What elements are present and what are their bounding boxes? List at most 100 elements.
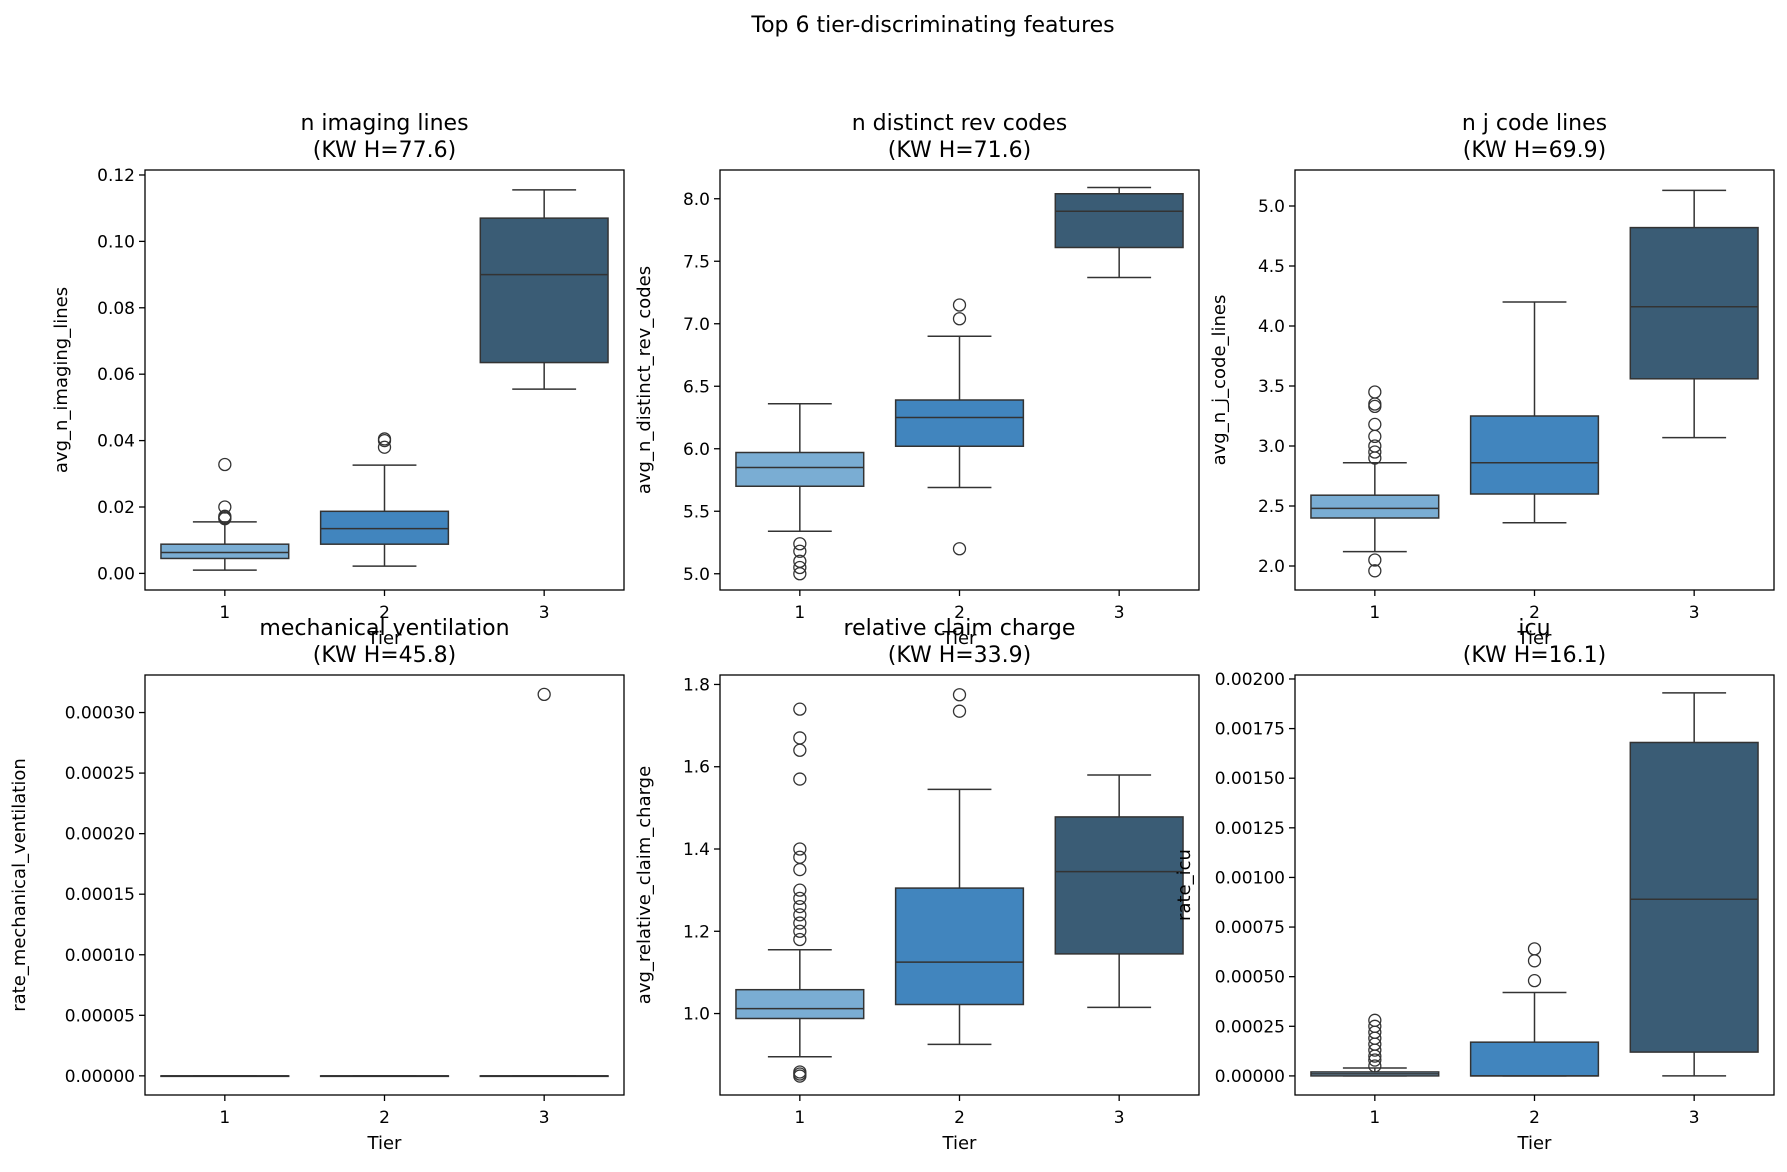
x-tick-label: 1 xyxy=(219,603,230,623)
subplot-subtitle: (KW H=77.6) xyxy=(313,138,457,163)
subplot-subtitle: (KW H=16.1) xyxy=(1463,643,1607,668)
x-tick-label: 1 xyxy=(219,1108,230,1128)
subplot-4: 0.00000 0.00005 0.00010 0.00015 0.00020 0.000… xyxy=(9,616,625,1154)
y-axis-label: rate_icu xyxy=(1174,849,1195,921)
box-iqr xyxy=(1629,741,1759,1053)
y-tick-label: 0.00020 xyxy=(65,825,135,845)
y-tick-label: 0.00150 xyxy=(1215,769,1285,789)
box-iqr xyxy=(1310,494,1440,519)
box-tier-3 xyxy=(1629,692,1759,1077)
y-axis-label: rate_mechanical_ventilation xyxy=(9,758,30,1012)
y-tick-label: 1.4 xyxy=(683,840,710,860)
subplot-2: 5.0 5.5 6.0 6.5 7.0 7.5 8.0 1 2 3 Tier avg_n_distin… xyxy=(634,111,1200,649)
outlier-point xyxy=(793,908,807,922)
y-tick-label: 0.00125 xyxy=(1215,819,1285,839)
subplot-subtitle: (KW H=45.8) xyxy=(313,643,457,668)
y-axis-label: avg_relative_claim_charge xyxy=(634,766,655,1004)
x-axis-label: Tier xyxy=(1517,1133,1553,1154)
x-tick-label: 1 xyxy=(1369,1108,1380,1128)
y-tick-label: 0.00005 xyxy=(65,1006,135,1026)
figure-title: Top 6 tier-discriminating features xyxy=(750,13,1114,38)
outlier-point xyxy=(952,312,967,326)
outlier-point xyxy=(1368,439,1382,453)
box-tier-3 xyxy=(479,189,609,390)
outlier-point xyxy=(793,537,807,551)
outlier-point xyxy=(1368,385,1382,399)
box-tier-1 xyxy=(1310,385,1440,578)
x-axis-label: Tier xyxy=(367,628,403,649)
outlier-point xyxy=(1368,553,1382,567)
y-tick-label: 2.0 xyxy=(1258,557,1285,577)
outlier-point xyxy=(793,560,807,575)
box-iqr xyxy=(894,887,1025,1006)
y-tick-label: 0.10 xyxy=(97,232,135,252)
y-tick-label: 0.00030 xyxy=(65,704,135,724)
outlier-point xyxy=(793,932,807,947)
y-tick-label: 3.5 xyxy=(1258,377,1285,397)
box-iqr xyxy=(894,399,1025,447)
outlier-point xyxy=(793,891,807,906)
subplot-title: n imaging lines xyxy=(300,111,468,136)
y-tick-label: 7.5 xyxy=(683,252,710,272)
y-tick-label: 0.00025 xyxy=(1215,1017,1285,1037)
y-tick-label: 0.00000 xyxy=(65,1067,135,1087)
x-tick-label: 2 xyxy=(379,603,390,623)
x-tick-label: 1 xyxy=(794,1108,805,1128)
x-tick-label: 1 xyxy=(794,603,805,623)
y-tick-label: 0.00000 xyxy=(1215,1067,1285,1087)
box-tier-2 xyxy=(319,432,450,567)
outlier-point xyxy=(1368,417,1382,432)
y-tick-label: 0.08 xyxy=(97,299,135,319)
subplot-title: mechanical ventilation xyxy=(259,616,509,641)
box-iqr xyxy=(735,988,865,1020)
y-axis-label: avg_n_j_code_lines xyxy=(1209,295,1230,466)
y-tick-label: 0.00 xyxy=(97,564,135,584)
outlier-point xyxy=(218,509,232,523)
y-tick-label: 1.0 xyxy=(683,1005,710,1025)
outlier-point xyxy=(377,432,392,446)
y-tick-label: 1.2 xyxy=(683,922,710,942)
outlier-point xyxy=(793,883,807,897)
box-iqr xyxy=(319,510,450,545)
subplot-subtitle: (KW H=69.9) xyxy=(1463,138,1607,163)
subplot-title: n j code lines xyxy=(1462,111,1607,136)
outlier-point xyxy=(793,916,807,930)
outlier-point xyxy=(793,850,807,864)
box-tier-1 xyxy=(160,457,290,571)
x-axis-label: Tier xyxy=(942,1133,978,1154)
box-tier-1 xyxy=(1310,1013,1440,1077)
x-axis-label: Tier xyxy=(367,1133,403,1154)
outlier-point xyxy=(793,842,807,856)
outlier-point xyxy=(1527,973,1542,988)
y-tick-label: 0.06 xyxy=(97,365,135,385)
y-tick-label: 0.00025 xyxy=(65,764,135,784)
box-iqr xyxy=(1054,816,1184,955)
outlier-point xyxy=(793,862,807,877)
box-iqr xyxy=(160,543,290,560)
x-tick-label: 3 xyxy=(1689,1108,1700,1128)
box-tier-2 xyxy=(1469,301,1600,524)
box-tier-1 xyxy=(160,1075,290,1078)
box-iqr xyxy=(479,217,609,364)
y-tick-label: 8.0 xyxy=(683,190,710,210)
outlier-point xyxy=(793,731,807,745)
y-tick-label: 0.12 xyxy=(97,166,135,186)
outlier-point xyxy=(793,544,807,558)
box-tier-3 xyxy=(1629,189,1759,439)
x-tick-label: 3 xyxy=(1114,1108,1125,1128)
outlier-point xyxy=(793,899,807,914)
y-tick-label: 4.0 xyxy=(1258,317,1285,337)
x-tick-label: 2 xyxy=(954,603,965,623)
x-tick-label: 1 xyxy=(1369,603,1380,623)
outlier-point xyxy=(1368,1019,1382,1033)
outlier-point xyxy=(952,704,967,718)
outlier-point xyxy=(952,542,967,556)
x-tick-label: 2 xyxy=(379,1108,390,1128)
box-iqr xyxy=(1054,193,1184,249)
outlier-point xyxy=(952,688,967,702)
box-tier-2 xyxy=(1469,942,1600,1077)
subplot-3: 2.0 2.5 3.0 3.5 4.0 4.5 5.0 1 2 3 Tier avg_n_j_code… xyxy=(1209,111,1775,649)
outlier-point xyxy=(377,440,392,454)
subplot-subtitle: (KW H=33.9) xyxy=(888,643,1032,668)
